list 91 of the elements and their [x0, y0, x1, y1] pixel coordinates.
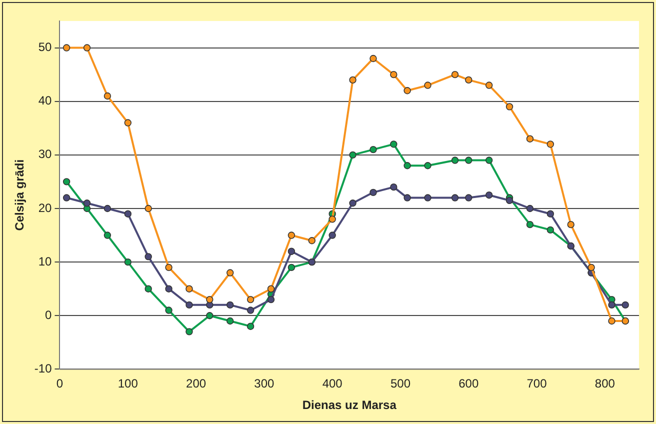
x-tick-label: 600 — [458, 376, 479, 391]
point — [622, 301, 629, 309]
x-tick-label: 500 — [390, 376, 411, 391]
point — [226, 317, 234, 325]
point — [62, 194, 70, 202]
point — [328, 232, 336, 239]
y-tick-label: 0 — [45, 308, 52, 322]
point — [424, 162, 432, 170]
point — [465, 76, 472, 84]
point — [83, 44, 91, 52]
point — [144, 204, 152, 212]
point — [83, 200, 91, 207]
point — [308, 237, 316, 244]
point — [404, 162, 411, 170]
y-axis-title: Celsija grādi — [12, 159, 27, 231]
point — [246, 322, 254, 330]
point — [390, 183, 398, 191]
point — [546, 210, 554, 218]
point — [404, 87, 411, 94]
x-tick-label: 200 — [186, 376, 206, 391]
point — [526, 135, 534, 142]
point — [124, 210, 132, 218]
y-tick-label: 40 — [38, 94, 52, 108]
point — [165, 306, 172, 314]
point — [165, 285, 172, 292]
point — [588, 264, 595, 272]
x-tick-label: 0 — [56, 376, 64, 391]
point — [424, 194, 432, 202]
point — [465, 156, 472, 164]
point — [104, 92, 112, 100]
point — [288, 248, 296, 255]
point — [404, 194, 411, 202]
point — [567, 220, 574, 228]
point — [451, 70, 459, 78]
point — [485, 82, 493, 89]
point — [451, 156, 459, 164]
y-tick-label: 50 — [38, 40, 52, 54]
point — [226, 269, 234, 276]
point — [465, 194, 472, 202]
point — [144, 253, 152, 260]
point — [485, 192, 493, 199]
x-tick-label: 800 — [594, 376, 616, 391]
point — [370, 146, 377, 154]
point — [370, 188, 377, 196]
y-tick-label: 20 — [38, 200, 52, 215]
point — [424, 82, 432, 89]
point — [328, 216, 336, 223]
point — [390, 140, 398, 148]
point — [608, 301, 616, 309]
point — [526, 204, 534, 212]
point — [186, 301, 193, 309]
point — [485, 156, 493, 164]
point — [506, 196, 514, 204]
point — [267, 296, 275, 304]
point — [124, 258, 132, 266]
point — [506, 103, 514, 110]
point — [349, 76, 356, 84]
point — [144, 285, 152, 292]
y-tick-label: 10 — [38, 254, 52, 268]
point — [370, 54, 377, 62]
point — [349, 200, 356, 207]
point — [62, 178, 70, 186]
point — [546, 226, 554, 234]
point — [165, 264, 172, 272]
x-tick-label: 100 — [118, 376, 138, 391]
point — [349, 151, 356, 159]
point — [206, 312, 214, 320]
point — [246, 296, 254, 304]
point — [206, 296, 214, 304]
point — [288, 232, 296, 239]
x-tick-label: 300 — [254, 376, 275, 391]
y-tick-label: -10 — [34, 362, 52, 376]
point — [288, 264, 296, 272]
x-tick-label: 700 — [526, 376, 548, 391]
point — [226, 301, 234, 309]
y-tick-label: 30 — [38, 147, 52, 162]
point — [451, 194, 459, 202]
point — [267, 285, 275, 292]
point — [546, 140, 554, 148]
point — [62, 44, 70, 52]
point — [608, 317, 616, 325]
point — [390, 70, 398, 78]
point — [104, 232, 112, 239]
x-axis-title: Dienas uz Marsa — [302, 398, 397, 412]
point — [104, 204, 112, 212]
point — [246, 306, 254, 314]
point — [186, 285, 193, 292]
point — [526, 220, 534, 228]
point — [124, 119, 132, 126]
x-tick-label: 400 — [322, 376, 343, 391]
point — [186, 328, 193, 336]
